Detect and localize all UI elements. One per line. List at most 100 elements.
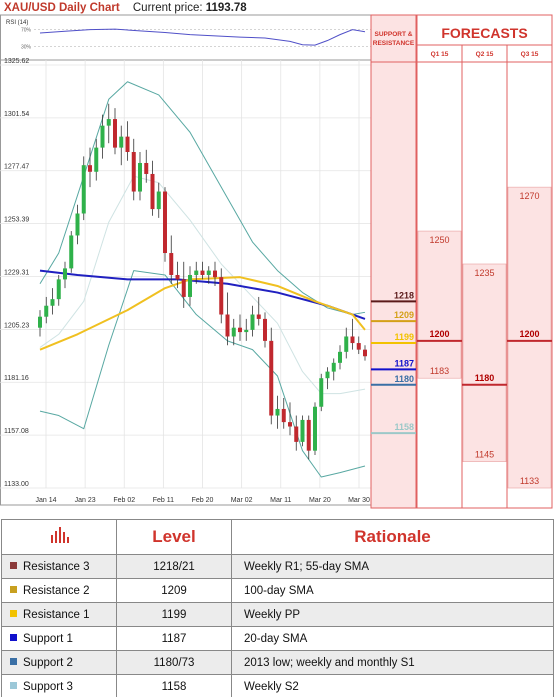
level-rationale: 100-day SMA [231,578,554,603]
chart-area: RSI (14) 70% 30% 1325.62 1301.54 1277.47 1253.… [0,2,553,509]
y-tick-label: 1157.08 [4,428,29,435]
bollinger-lower-line [39,270,366,478]
candle-body [94,147,99,172]
candle-body [313,406,317,451]
level-name-cell: Support 1 [1,626,117,651]
color-swatch [10,561,17,569]
level-header: Level [116,519,232,555]
level-rationale: Weekly S2 [231,674,554,697]
candle-body [225,314,230,337]
sr-level-value: 1209 [394,310,414,320]
rsi-line [39,28,366,46]
candle-body [263,318,267,341]
candle-body [325,371,330,379]
level-name-cell: Resistance 1 [1,602,117,627]
table-row: Resistance 2 1209 100-day SMA [1,578,554,603]
x-tick-label: Feb 20 [192,497,214,504]
level-name: Resistance 1 [23,608,90,621]
price-label: Current price: [132,2,203,14]
forecast-low-label: 1133 [520,476,539,486]
bollinger-middle-line [39,175,366,395]
candle-body [275,408,280,416]
level-name-cell: Support 3 [1,674,117,697]
x-tick-label: Feb 11 [153,497,174,504]
sr-level-value: 1187 [394,358,414,368]
table-header-row: Level Rationale [1,519,554,555]
support-resistance-label: RESISTANCE [373,40,415,47]
candle-body [281,408,286,423]
candle-body [250,314,255,330]
level-rationale: 20-day SMA [231,626,554,651]
color-swatch [10,633,17,641]
forecast-avg-label: 1200 [429,329,449,339]
candle-body [50,299,55,306]
candle-body [269,340,274,416]
candle-body [169,253,174,275]
level-name: Support 1 [23,632,73,645]
candle-body [294,426,299,442]
level-rationale: 2013 low; weekly and monthly S1 [231,650,554,675]
chart-svg: RSI (14) 70% 30% 1325.62 1301.54 1277.47 1253.… [0,14,553,509]
levels-table-wrap: Level Rationale Resistance 3 1218/21 Weekl… [1,519,554,697]
x-tick-label: Jan 23 [75,497,96,504]
forecast-avg-label: 1200 [519,329,539,339]
level-name-cell: Resistance 2 [1,578,117,603]
candle-body [106,119,111,126]
price-value: 1193.78 [205,2,247,14]
y-tick-label: 1205.23 [4,322,29,329]
level-value: 1218/21 [116,554,232,579]
support-resistance-column [370,14,417,509]
level-name-cell: Resistance 3 [1,554,117,579]
color-swatch [10,609,17,617]
color-swatch [10,681,17,689]
candle-body [238,327,242,333]
x-tick-label: Mar 02 [231,497,253,504]
table-row: Resistance 3 1218/21 Weekly R1; 55-day SMA [1,554,554,579]
rsi-label: RSI (14) [6,20,28,26]
forecast-quarter-label: Q1 15 [431,51,449,58]
candle-body [300,419,305,442]
level-name: Resistance 3 [23,560,90,573]
candle-body [44,305,49,317]
chart-header: XAU/USD Daily Chart Current price: 1193.… [4,2,247,14]
y-tick-label: 1277.47 [4,164,29,171]
y-tick-label: 1181.16 [4,375,29,382]
forecast-high-label: 1250 [429,235,449,245]
table-row: Resistance 1 1199 Weekly PP [1,602,554,627]
candle-body [288,422,292,427]
candle-body [63,268,67,280]
candle-body [356,343,361,350]
candle-body [331,362,336,372]
color-swatch [10,585,17,593]
candle-body [231,327,236,337]
forecast-low-label: 1145 [475,450,494,460]
candle-body [113,119,117,148]
forecast-high-label: 1270 [519,191,539,201]
level-name: Support 3 [23,680,73,693]
level-rationale: Weekly R1; 55-day SMA [231,554,554,579]
forecast-low-label: 1183 [430,366,449,376]
sr-level-value: 1180 [394,374,414,384]
levels-table: Level Rationale Resistance 3 1218/21 Weekl… [1,519,554,697]
candle-body [206,270,211,275]
candle-body [144,162,149,174]
level-value: 1158 [116,674,232,697]
sr-level-value: 1158 [394,422,414,432]
level-name: Support 2 [23,656,73,669]
candle-body [163,191,167,254]
color-swatch [10,657,17,665]
x-tick-label: Mar 11 [270,497,291,504]
y-tick-label: 1253.39 [4,217,29,224]
x-tick-label: Mar 20 [309,497,331,504]
sr-level-value: 1218 [394,290,414,300]
candle-body [181,279,186,297]
candle-body [194,270,199,275]
candle-body [75,213,80,236]
candle-body [138,162,142,192]
support-resistance-label: SUPPORT & [375,31,413,38]
candle-body [69,235,74,269]
candle-body [38,316,42,328]
level-value: 1180/73 [116,650,232,675]
candle-body [344,336,349,352]
candle-body [319,378,324,407]
